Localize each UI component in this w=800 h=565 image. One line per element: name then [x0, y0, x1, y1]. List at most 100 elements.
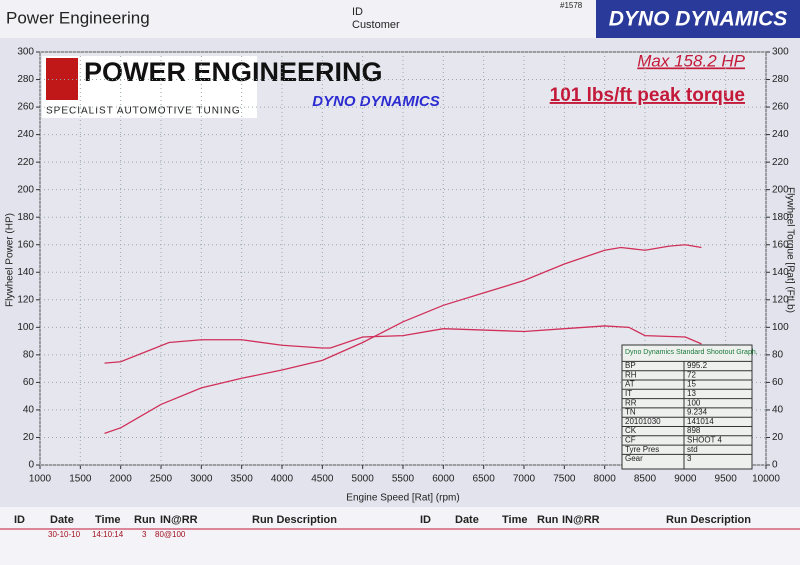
x-tick-label: 1000 — [29, 474, 52, 485]
y-tick-label: 40 — [23, 405, 35, 416]
info-key: BP — [625, 361, 636, 370]
company-tagline: SPECIALIST AUTOMOTIVE TUNING — [46, 106, 241, 117]
header-brand: DYNO DYNAMICS — [609, 8, 788, 31]
y2-tick-label: 100 — [772, 322, 789, 333]
y-tick-label: 0 — [28, 460, 34, 471]
header-title: Power Engineering — [6, 8, 150, 27]
series-line — [104, 325, 702, 364]
info-key: CF — [625, 436, 636, 445]
y-tick-label: 220 — [17, 157, 34, 168]
x-tick-label: 5000 — [352, 474, 375, 485]
table-header: Time — [95, 514, 120, 526]
info-key: IT — [625, 389, 632, 398]
info-title: Dyno Dynamics Standard Shootout Graph. — [625, 349, 758, 356]
table-header: Run Description — [252, 514, 337, 526]
header-customer: Customer — [352, 19, 400, 31]
y2-tick-label: 140 — [772, 267, 789, 278]
table-header: Run Description — [666, 514, 751, 526]
info-key: AT — [625, 380, 635, 389]
brand-logo: DYNO DYNAMICS — [312, 93, 440, 110]
x-tick-label: 8500 — [634, 474, 657, 485]
y-tick-label: 180 — [17, 212, 34, 223]
info-key: Gear — [625, 454, 643, 463]
table-cell: 3 — [142, 530, 147, 539]
info-key: Tyre Pres — [625, 445, 659, 454]
info-box — [621, 344, 753, 470]
x-tick-label: 6500 — [473, 474, 496, 485]
y2-tick-label: 20 — [772, 432, 784, 443]
y2-tick-label: 220 — [772, 157, 789, 168]
table-header: IN@RR — [160, 514, 198, 526]
y-tick-label: 160 — [17, 239, 34, 250]
info-value: 898 — [687, 426, 701, 435]
info-value: 100 — [687, 398, 701, 407]
y2-tick-label: 80 — [772, 350, 784, 361]
x-tick-label: 9000 — [674, 474, 697, 485]
info-key: 20101030 — [625, 417, 661, 426]
y-tick-label: 300 — [17, 47, 34, 58]
header-id: ID — [352, 6, 363, 18]
series-line — [104, 244, 702, 434]
x-tick-label: 1500 — [69, 474, 92, 485]
info-value: SHOOT 4 — [687, 436, 723, 445]
header-number: #1578 — [560, 1, 583, 10]
y-tick-label: 260 — [17, 102, 34, 113]
info-value: 995.2 — [687, 361, 708, 370]
info-key: CK — [625, 426, 637, 435]
y-tick-label: 100 — [17, 322, 34, 333]
y2-tick-label: 300 — [772, 47, 789, 58]
x-tick-label: 5500 — [392, 474, 415, 485]
y2-tick-label: 260 — [772, 102, 789, 113]
y2-tick-label: 120 — [772, 294, 789, 305]
info-value: 3 — [687, 454, 692, 463]
x-tick-label: 6000 — [432, 474, 455, 485]
info-key: RR — [625, 398, 637, 407]
table-cell: 30-10-10 — [48, 530, 81, 539]
x-tick-label: 4000 — [271, 474, 294, 485]
info-value: 141014 — [687, 417, 714, 426]
info-value: 13 — [687, 389, 696, 398]
y2-tick-label: 240 — [772, 129, 789, 140]
table-header: Date — [50, 514, 74, 526]
y-tick-label: 60 — [23, 377, 35, 388]
info-value: 15 — [687, 380, 696, 389]
info-key: TN — [625, 408, 636, 417]
table-cell: 80@100 — [155, 530, 186, 539]
y2-tick-label: 40 — [772, 405, 784, 416]
y-tick-label: 120 — [17, 294, 34, 305]
y-axis-title: Flywheel Power (HP) — [5, 213, 16, 307]
x-tick-label: 2000 — [110, 474, 133, 485]
info-value: 9.234 — [687, 408, 708, 417]
y2-tick-label: 160 — [772, 239, 789, 250]
x-tick-label: 4500 — [311, 474, 334, 485]
y-tick-label: 240 — [17, 129, 34, 140]
table-header: Date — [455, 514, 479, 526]
info-value: 72 — [687, 370, 696, 379]
logo-icon — [46, 58, 78, 100]
x-axis-title: Engine Speed [Rat] (rpm) — [346, 493, 459, 504]
x-tick-label: 3500 — [231, 474, 254, 485]
y2-tick-label: 200 — [772, 184, 789, 195]
table-header: Run — [537, 514, 559, 526]
y-tick-label: 140 — [17, 267, 34, 278]
company-logo: POWER ENGINEERING — [84, 57, 383, 87]
y-tick-label: 20 — [23, 432, 35, 443]
y-tick-label: 280 — [17, 74, 34, 85]
x-tick-label: 10000 — [752, 474, 780, 485]
run-table-bg — [0, 507, 800, 565]
x-tick-label: 2500 — [150, 474, 173, 485]
table-header: Time — [502, 514, 527, 526]
info-key: RH — [625, 370, 637, 379]
x-tick-label: 7500 — [553, 474, 576, 485]
annotation: 101 lbs/ft peak torque — [550, 85, 745, 106]
table-header: IN@RR — [562, 514, 600, 526]
table-cell: 14:10:14 — [92, 530, 124, 539]
y2-axis-title: Flywheel Torque [Rat] (FtLb) — [784, 187, 795, 313]
table-header: ID — [14, 514, 25, 526]
brand-box — [596, 0, 800, 38]
y-tick-label: 80 — [23, 350, 35, 361]
x-tick-label: 3000 — [190, 474, 213, 485]
y2-tick-label: 280 — [772, 74, 789, 85]
